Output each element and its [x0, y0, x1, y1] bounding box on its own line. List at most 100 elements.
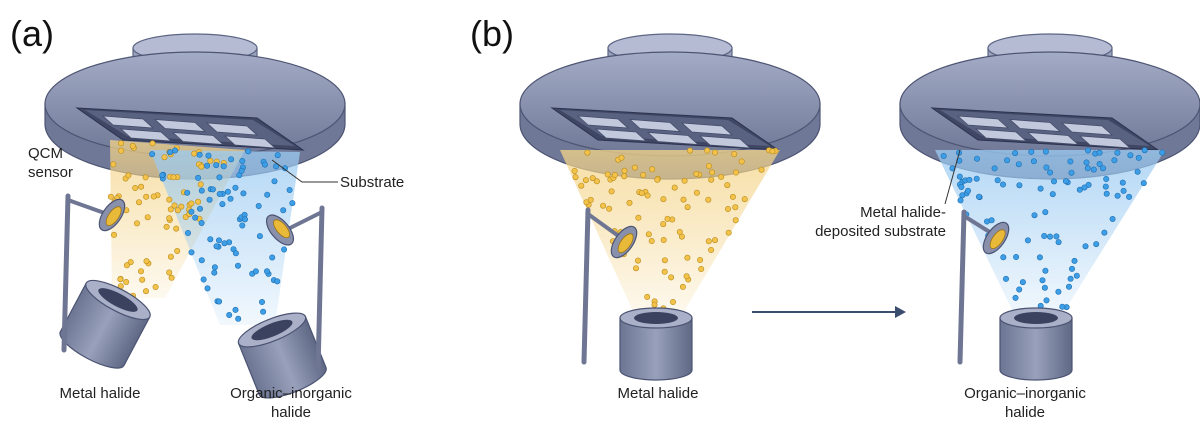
a-organic-halide-particle — [197, 206, 202, 211]
b1-metal-halide-particle — [650, 167, 655, 172]
b1-metal-halide-particle — [585, 150, 590, 155]
b2-organic-halide-particle — [989, 218, 994, 223]
a-organic-halide-particle — [239, 168, 244, 173]
a-metal-halide-particle — [167, 197, 172, 202]
a-metal-halide-particle — [167, 270, 172, 275]
b2-organic-halide-particle — [995, 178, 1000, 183]
a-organic-halide-particle — [272, 179, 277, 184]
b1-metal-halide-particle — [759, 167, 764, 172]
a-organic-halide-particle — [290, 200, 295, 205]
a-organic-halide-particle — [207, 197, 212, 202]
a-organic-halide-particle — [256, 203, 261, 208]
qcm-label-line2: sensor — [28, 163, 73, 182]
b2-organic-halide-particle — [1056, 239, 1061, 244]
a-organic-halide-particle — [185, 230, 190, 235]
substrate-label: Substrate — [340, 173, 404, 192]
b2-organic-halide-particle — [1074, 273, 1079, 278]
b1-metal-halide-particle — [770, 149, 775, 154]
b1-metal-halide-particle — [652, 302, 657, 307]
a-organic-halide-particle — [205, 286, 210, 291]
a-organic-halide-particle — [260, 309, 265, 314]
a-organic-halide-particle — [262, 162, 267, 167]
a-organic-halide-particle — [199, 258, 204, 263]
b1-metal-halide-particle — [687, 148, 692, 153]
b1-metal-halide-particle — [742, 196, 747, 201]
b2-organic-halide-particle — [1029, 149, 1034, 154]
a-organic-halide-particle — [228, 157, 233, 162]
b1-metal-halide-particle — [594, 179, 599, 184]
b2-organic-halide-particle — [1066, 284, 1071, 289]
a-metal-halide-particle — [130, 143, 135, 148]
panel-a-organic-line2: halide — [216, 403, 366, 422]
a-organic-halide-particle — [149, 151, 154, 156]
b2-organic-halide-particle — [1056, 289, 1061, 294]
a-organic-halide-particle — [228, 196, 233, 201]
b1-metal-halide-particle — [733, 170, 738, 175]
a-organic-halide-particle — [199, 220, 204, 225]
panel-b-organic-halide-label: Organic–inorganic halide — [950, 384, 1100, 422]
qcm-label-line1: QCM — [28, 144, 73, 163]
a-organic-halide-particle — [216, 299, 221, 304]
b2-organic-halide-particle — [1043, 268, 1048, 273]
a-metal-halide-particle — [126, 173, 131, 178]
b1-metal-halide-particle — [665, 216, 670, 221]
b1-metal-halide-particle — [739, 159, 744, 164]
b2-organic-halide-particle — [1032, 213, 1037, 218]
panel-b-letter: (b) — [470, 16, 514, 52]
a-metal-halide-particle — [133, 185, 138, 190]
b1-metal-halide-particle — [725, 182, 730, 187]
a-right-qcm-pole — [318, 208, 322, 370]
b2-organic-halide-particle — [960, 193, 965, 198]
b1-metal-halide-particle — [661, 237, 666, 242]
a-organic-halide-particle — [197, 152, 202, 157]
b2-crucible-opening — [1014, 312, 1058, 324]
b2-qcm-pole — [960, 212, 964, 362]
a-metal-halide-particle — [175, 248, 180, 253]
b1-metal-halide-particle — [636, 215, 641, 220]
b1-metal-halide-particle — [662, 258, 667, 263]
b1-metal-halide-particle — [732, 151, 737, 156]
a-metal-halide-particle — [189, 201, 194, 206]
deposited-line1: Metal halide- — [780, 203, 946, 222]
b1-metal-halide-particle — [609, 189, 614, 194]
a-organic-halide-particle — [212, 270, 217, 275]
b2-organic-halide-particle — [1128, 153, 1133, 158]
b1-crucible-opening — [634, 312, 678, 324]
a-organic-halide-particle — [212, 265, 217, 270]
a-metal-halide-particle — [118, 277, 123, 282]
a-metal-halide-particle — [124, 263, 129, 268]
b2-organic-halide-particle — [974, 176, 979, 181]
a-organic-halide-particle — [265, 192, 270, 197]
b1-metal-halide-particle — [684, 274, 689, 279]
b2-organic-halide-particle — [1037, 255, 1042, 260]
b1-metal-halide-particle — [712, 150, 717, 155]
b2-organic-halide-particle — [1042, 285, 1047, 290]
a-metal-halide-particle — [153, 284, 158, 289]
b2-organic-halide-particle — [1031, 159, 1036, 164]
b1-metal-halide-particle — [685, 204, 690, 209]
a-organic-halide-particle — [242, 217, 247, 222]
b1-metal-halide-particle — [725, 206, 730, 211]
a-metal-halide-particle — [118, 141, 123, 146]
b2-organic-halide-particle — [1044, 165, 1049, 170]
b1-metal-halide-particle — [699, 266, 704, 271]
b2-organic-halide-particle — [1135, 169, 1140, 174]
b1-metal-halide-particle — [619, 155, 624, 160]
b1-metal-halide-particle — [649, 238, 654, 243]
a-organic-halide-particle — [227, 312, 232, 317]
a-organic-halide-particle — [160, 173, 165, 178]
a-organic-halide-particle — [204, 163, 209, 168]
b2-organic-halide-particle — [1097, 150, 1102, 155]
b1-metal-halide-particle — [622, 174, 627, 179]
b1-qcm-pole — [584, 210, 588, 362]
b1-metal-halide-particle — [694, 171, 699, 176]
a-organic-halide-particle — [275, 279, 280, 284]
b2-organic-halide-particle — [1012, 150, 1017, 155]
panel-a-organic-line1: Organic–inorganic — [216, 384, 366, 403]
a-metal-halide-particle — [143, 288, 148, 293]
a-organic-halide-particle — [189, 250, 194, 255]
b1-metal-halide-particle — [606, 206, 611, 211]
b1-metal-halide-particle — [685, 255, 690, 260]
b1-metal-halide-particle — [672, 185, 677, 190]
